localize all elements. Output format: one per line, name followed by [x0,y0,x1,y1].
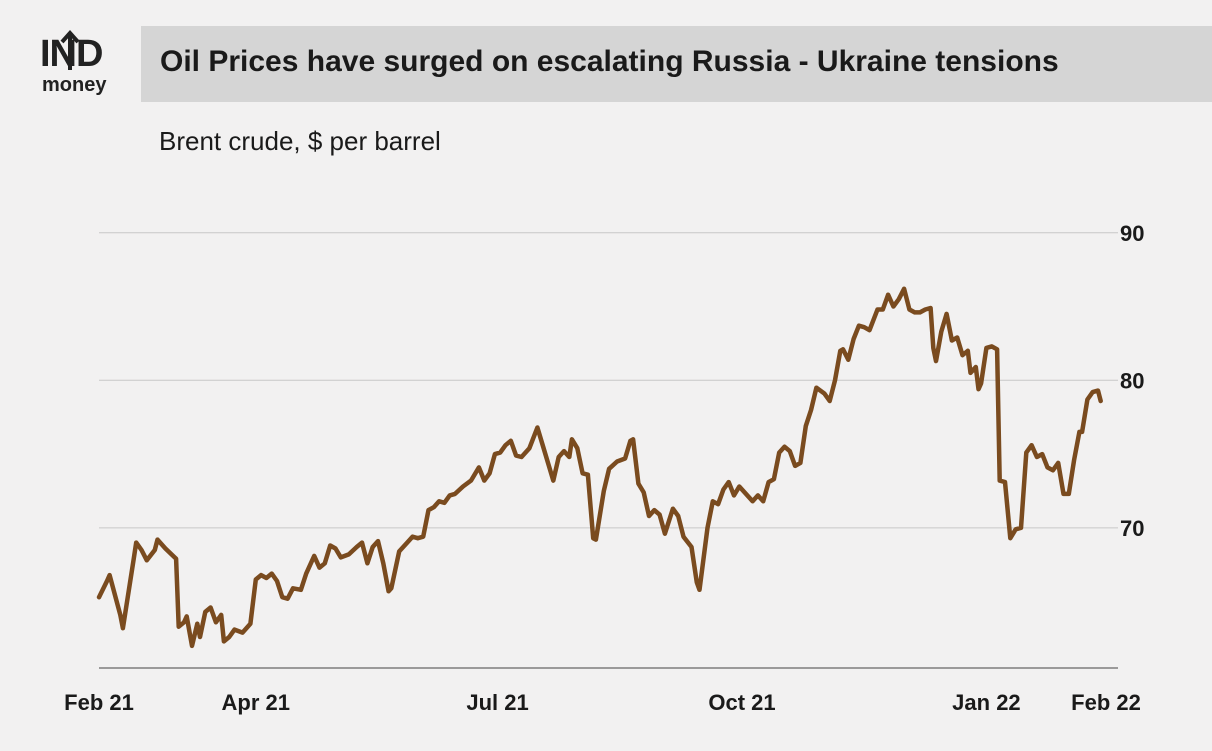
y-tick-label: 80 [1120,368,1144,393]
x-tick-label: Apr 21 [222,690,290,715]
x-tick-label: Jan 22 [952,690,1021,715]
x-tick-label: Feb 22 [1071,690,1141,715]
title-bar: Oil Prices have surged on escalating Rus… [141,26,1212,102]
gridlines [99,232,1118,529]
series-line-brent [96,286,1103,649]
x-tick-label: Oct 21 [708,690,775,715]
logo-sub-text: money [42,74,107,96]
y-tick-labels: 70 80 90 [1120,221,1144,541]
arrow-up-icon [60,30,80,70]
y-tick-label: 70 [1120,516,1144,541]
x-tick-label: Jul 21 [466,690,528,715]
logo-main-text: IND [40,33,103,75]
chart-title: Oil Prices have surged on escalating Rus… [160,45,1059,78]
x-tick-label: Feb 21 [64,690,134,715]
chart-subtitle: Brent crude, $ per barrel [159,126,441,156]
x-tick-labels: Feb 21 Apr 21 Jul 21 Oct 21 Jan 22 Feb 22 [64,690,1141,715]
y-tick-label: 90 [1120,221,1144,246]
indmoney-logo: IND money [36,30,108,100]
